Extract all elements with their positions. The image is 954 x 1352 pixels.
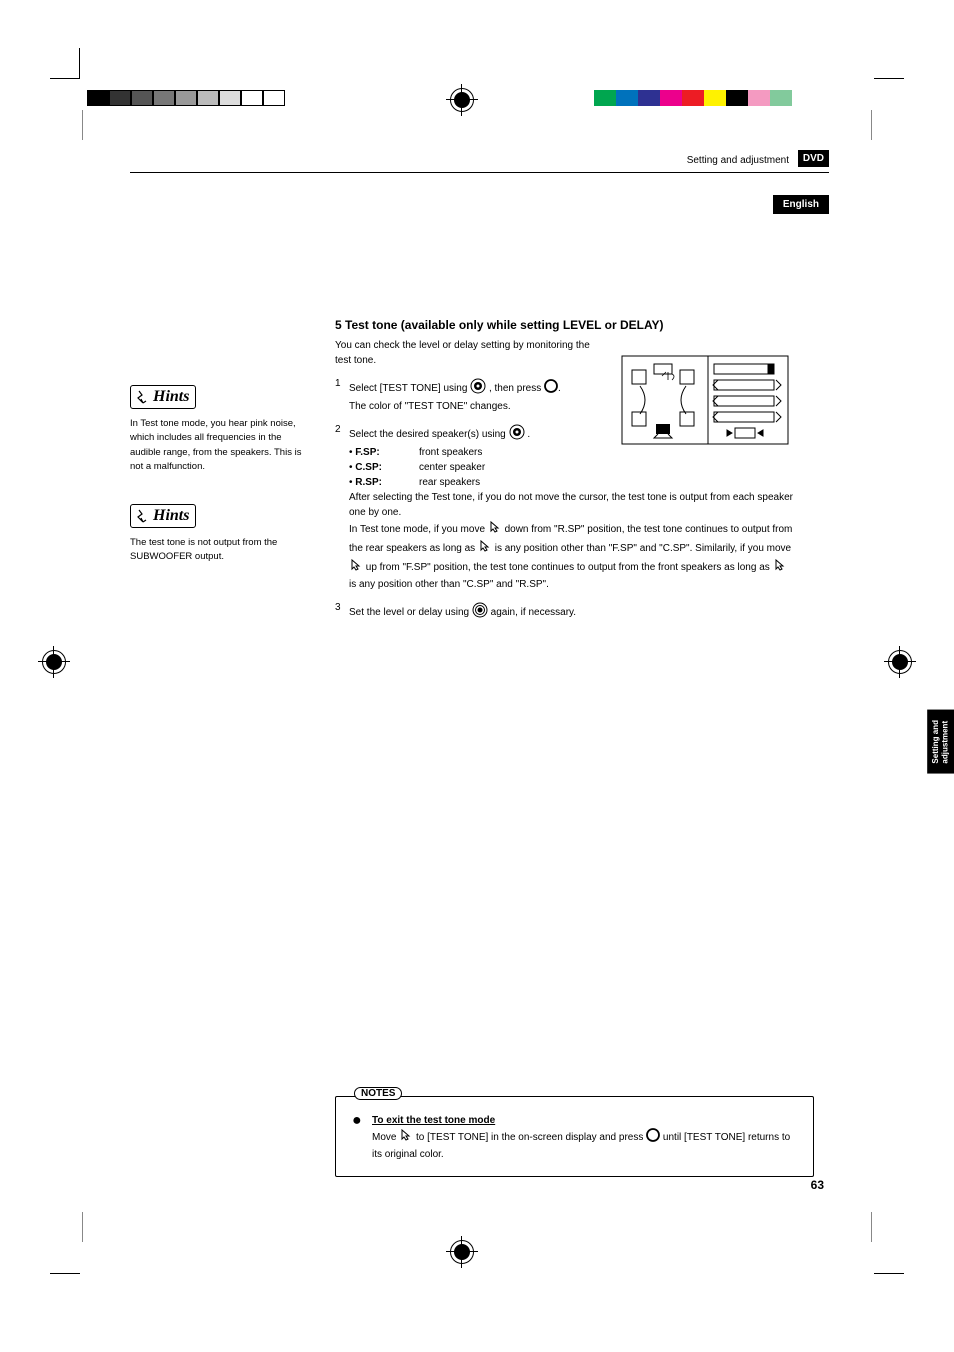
speaker-list: • F.SP:front speakers• C.SP:center speak… [349,445,795,490]
crop-mark-tr [874,78,904,108]
step-number: 2 [335,424,349,592]
section-title: 5 Test tone (available only while settin… [335,318,795,332]
crop-mark-tl [50,78,80,108]
registration-mark-left [42,650,66,674]
registration-mark-top [450,88,474,112]
notes-box: NOTES ● To exit the test tone mode Move … [335,1096,814,1177]
enter-icon [646,1128,660,1147]
hints-text-2: The test tone is not output from the SUB… [130,536,310,565]
cursor-icon [478,539,492,558]
speaker-row: • R.SP:rear speakers [349,475,795,490]
note-body-text: Move to [TEST TONE] in the on-screen dis… [372,1128,797,1162]
cursor-icon [488,520,502,539]
header-section-name: Setting and adjustment [687,155,789,166]
crop-line [871,1212,872,1242]
dvd-badge: DVD [798,150,829,167]
step3-text-b: again, if necessary. [491,607,576,618]
hints-sidebar: Hints In Test tone mode, you hear pink n… [130,385,310,575]
step-number: 3 [335,602,349,623]
header-rule [130,172,829,173]
step1-text-a: Select [TEST TONE] using [349,383,467,394]
dial-ring-icon [472,602,488,623]
cursor-icon [349,558,363,577]
hints-icon: Hints [130,504,196,528]
hints-icon: Hints [130,385,196,409]
registration-mark-right [888,650,912,674]
osd-diagram [620,350,790,450]
cursor-icon [399,1128,413,1147]
hints-text-1: In Test tone mode, you hear pink noise, … [130,417,310,474]
step1-text-c: . [558,383,561,394]
crop-mark-br [874,1244,904,1274]
step-number: 1 [335,378,349,414]
step-3: 3 Set the level or delay using again, if… [335,602,795,623]
colorbar-color [594,90,814,106]
step2-after-text: After selecting the Test tone, if you do… [349,490,795,520]
step2-text-a: Select the desired speaker(s) using [349,429,506,440]
registration-mark-bottom [450,1240,474,1264]
language-badge: English [773,195,829,214]
cursor-icon [773,558,787,577]
step3-text-a: Set the level or delay using [349,607,469,618]
step1-text-b: , then press [489,383,541,394]
hints-box-1: Hints In Test tone mode, you hear pink n… [130,385,310,474]
dial-icon [470,378,486,399]
dial-icon [509,424,525,445]
hints-box-2: Hints The test tone is not output from t… [130,504,310,565]
crop-mark-bl [50,1244,80,1274]
step2-mode-text: In Test tone mode, if you move down from… [349,520,795,592]
speaker-row: • C.SP:center speaker [349,460,795,475]
notes-label: NOTES [354,1087,402,1100]
crop-line [871,110,872,140]
step2-text-b: . [527,429,530,440]
crop-line [82,1212,83,1242]
crop-line [82,110,83,140]
intro-text: You can check the level or delay setting… [335,338,595,368]
note-title: To exit the test tone mode [372,1113,797,1128]
side-tab: Setting and adjustment [927,710,954,774]
enter-icon [544,379,558,398]
page-number: 63 [811,1178,824,1192]
bullet-icon: ● [352,1113,372,1162]
colorbar-grayscale [87,90,285,106]
